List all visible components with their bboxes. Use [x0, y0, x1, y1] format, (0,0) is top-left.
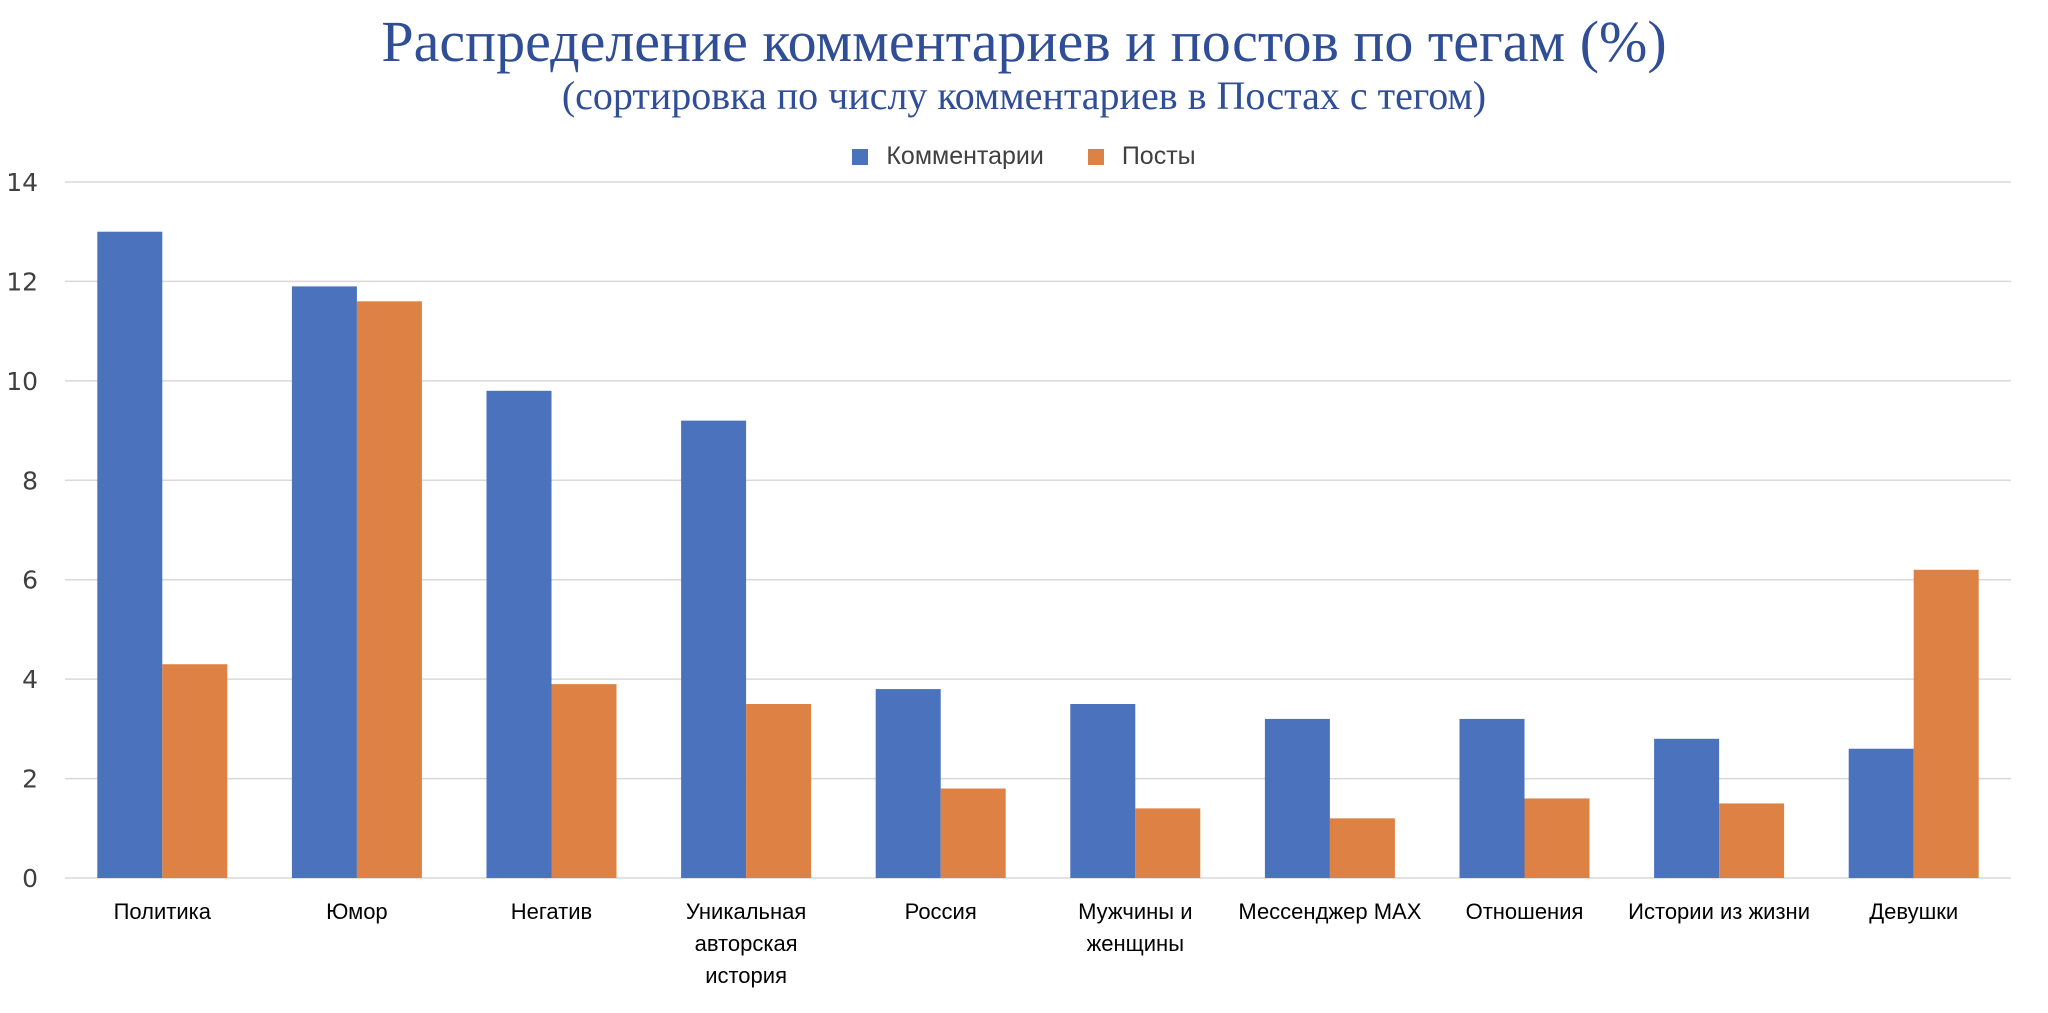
x-tick-label: Юмор [326, 899, 388, 924]
x-tick-label: Девушки [1869, 899, 1959, 924]
y-tick-label: 0 [22, 864, 38, 893]
bar-posts [1524, 798, 1590, 878]
bar-posts [1719, 803, 1785, 878]
legend-item-comments: Комментарии [852, 142, 1044, 171]
chart-subtitle: (сортировка по числу комментариев в Пост… [561, 73, 1487, 118]
bar-comments [486, 390, 552, 878]
legend-item-posts: Посты [1087, 142, 1196, 171]
bar-comments [1459, 718, 1525, 878]
bar-posts [162, 664, 228, 878]
x-tick-label: Мессенджер MAX [1238, 899, 1422, 924]
legend-label-comments: Комментарии [886, 142, 1044, 170]
y-tick-label: 6 [22, 566, 38, 595]
y-tick-label: 14 [6, 168, 38, 197]
bar-posts [356, 301, 422, 878]
legend: Комментарии Посты [0, 142, 2048, 171]
legend-swatch-comments [852, 148, 869, 165]
x-tick-label: Негатив [510, 899, 593, 924]
legend-label-posts: Посты [1121, 142, 1196, 170]
bar-posts [1329, 818, 1395, 878]
x-tick-label: Отношения [1465, 899, 1584, 924]
bar-posts [551, 684, 617, 878]
bar-comments [1070, 704, 1136, 878]
bar-comments [1848, 748, 1914, 878]
bar-comments [291, 286, 357, 878]
bar-comments [1654, 738, 1720, 878]
bar-comments [1264, 718, 1330, 878]
legend-swatch-posts [1087, 148, 1104, 165]
x-tick-label: Россия [904, 899, 977, 924]
chart-title: Распределение комментариев и постов по т… [381, 9, 1667, 74]
bar-posts [1135, 808, 1201, 878]
y-tick-label: 2 [22, 765, 38, 794]
y-tick-label: 10 [6, 367, 38, 396]
x-tick-label: Истории из жизни [1628, 899, 1810, 924]
y-tick-label: 4 [22, 665, 38, 694]
y-tick-label: 8 [22, 466, 38, 495]
bar-posts [1913, 569, 1979, 878]
bar-posts [746, 704, 812, 878]
bar-comments [97, 231, 163, 878]
x-tick-label: Мужчины и женщины [1078, 899, 1193, 956]
bar-posts [940, 788, 1006, 878]
bar-comments [681, 420, 747, 878]
y-tick-label: 12 [6, 267, 38, 296]
x-tick-label: Политика [113, 899, 211, 924]
x-tick-label: Уникальная авторская история [685, 899, 807, 988]
bar-comments [875, 689, 941, 878]
